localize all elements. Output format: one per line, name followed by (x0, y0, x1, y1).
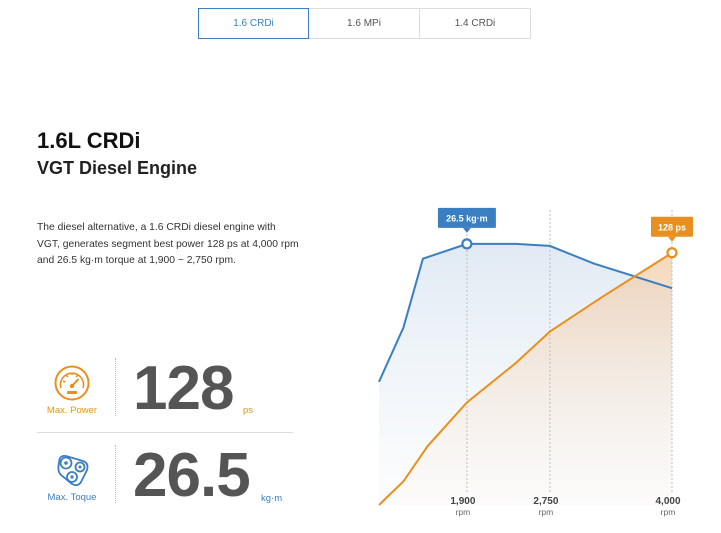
power-tooltip (651, 216, 693, 237)
x-tick-unit-2750: rpm (539, 507, 554, 517)
max-torque-value: 26.5 (133, 441, 251, 510)
max-torque-icon-box: Max. Toque (37, 445, 107, 509)
power-area (379, 252, 672, 505)
power-tooltip-label: 128 ps (658, 222, 686, 232)
torque-peak-marker (461, 238, 473, 250)
engine-description: The diesel alternative, a 1.6 CRDi diese… (37, 222, 299, 266)
speedometer-icon (54, 365, 90, 401)
engine-title: 1.6L CRDi (37, 128, 141, 153)
tab-1-6-mpi[interactable]: 1.6 MPi (309, 8, 420, 39)
torque-tooltip-arrow (462, 227, 471, 233)
power-peak-marker (666, 247, 678, 259)
power-line (378, 251, 673, 506)
max-torque-stat: Max. Toque 26.5 kg·m (37, 441, 293, 519)
max-power-label: Max. Power (46, 405, 98, 416)
power-separator (115, 358, 116, 416)
torque-line (378, 242, 673, 383)
stats-divider (37, 432, 293, 433)
x-tick-label-1900: 1,900 (450, 496, 475, 507)
engine-subtitle: VGT Diesel Engine (37, 158, 198, 178)
x-tick-unit-1900: rpm (456, 507, 471, 517)
engine-tabs: 1.6 CRDi 1.6 MPi 1.4 CRDi (198, 8, 532, 40)
belt-pulley-icon (57, 454, 89, 487)
x-tick-unit-4000: rpm (661, 507, 676, 517)
chart-lines (378, 242, 673, 506)
max-power-icon-box: Max. Power (37, 358, 107, 422)
chart-peak-markers: 26.5 kg·m 128 ps (437, 207, 693, 259)
torque-tooltip (437, 207, 496, 228)
torque-tooltip-label: 26.5 kg·m (446, 213, 488, 223)
torque-separator (115, 445, 116, 503)
chart-guides (466, 210, 673, 492)
max-torque-label: Max. Toque (47, 492, 97, 503)
max-power-unit: ps (243, 405, 254, 416)
tab-1-4-crdi[interactable]: 1.4 CRDi (420, 8, 531, 39)
power-tooltip-arrow (668, 236, 676, 242)
chart-areas (379, 243, 672, 505)
x-tick-label-2750: 2,750 (533, 496, 558, 507)
max-power-stat: Max. Power 128 ps (37, 354, 293, 432)
tab-1-6-crdi[interactable]: 1.6 CRDi (198, 8, 309, 39)
max-power-value: 128 (133, 354, 234, 423)
max-torque-unit: kg·m (261, 493, 283, 504)
x-tick-label-4000: 4,000 (655, 496, 680, 507)
